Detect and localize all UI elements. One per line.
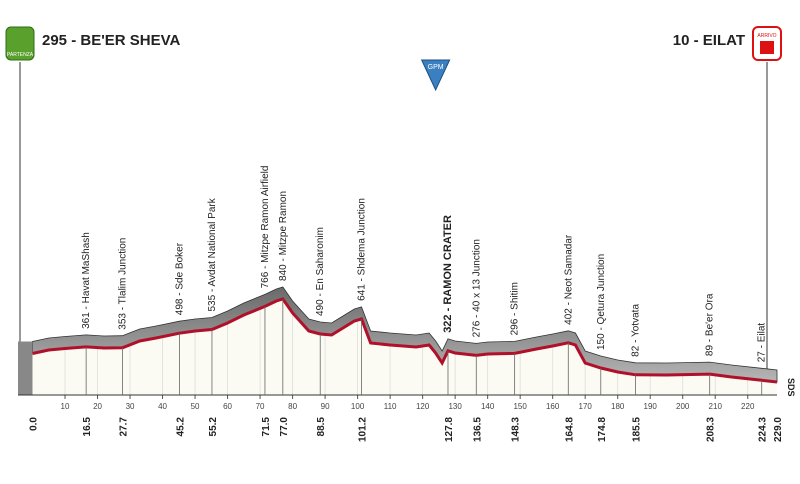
waypoint-km: 71.5 xyxy=(261,417,272,437)
waypoint-km: 164.8 xyxy=(564,417,575,442)
x-tick-label: 70 xyxy=(256,402,265,411)
waypoint-km: 136.5 xyxy=(472,417,483,442)
waypoint-km: 27.7 xyxy=(119,417,130,437)
waypoint-km: 45.2 xyxy=(175,417,186,437)
waypoint-label: 641 - Shdema Junction xyxy=(357,198,368,301)
x-tick-label: 180 xyxy=(611,402,625,411)
waypoint-km: 185.5 xyxy=(632,417,643,442)
x-tick-label: 110 xyxy=(384,402,397,411)
waypoint-km: 16.5 xyxy=(82,417,93,437)
waypoint-label: 535 - Avdat National Park xyxy=(207,197,218,311)
waypoint-km: 55.2 xyxy=(208,417,219,437)
waypoint-label: 353 - Tlalim Junction xyxy=(118,238,129,330)
gpm-marker xyxy=(420,59,451,92)
x-tick-label: 100 xyxy=(351,402,365,411)
waypoint-label: 361 - Havat MaShash xyxy=(81,232,92,329)
x-tick-label: 160 xyxy=(546,402,560,411)
x-tick-label: 210 xyxy=(709,402,723,411)
x-tick-label: 190 xyxy=(644,402,658,411)
waypoint-label: 27 - Eilat xyxy=(757,323,768,363)
waypoint-km: 224.3 xyxy=(758,417,769,442)
x-tick-label: 50 xyxy=(191,402,200,411)
waypoint-label: 322 - RAMON CRATER xyxy=(442,215,454,333)
x-tick-label: 140 xyxy=(481,402,495,411)
x-tick-label: 150 xyxy=(513,402,527,411)
x-tick-label: 220 xyxy=(741,402,755,411)
sponsor: SDS xyxy=(786,378,796,397)
x-tick-label: 170 xyxy=(579,402,593,411)
left-wall xyxy=(18,341,33,395)
waypoint-label: 402 - Neot Samadar xyxy=(563,234,574,325)
waypoint-label: 490 - En Saharonim xyxy=(315,227,326,316)
waypoint-km: 174.8 xyxy=(597,417,608,442)
waypoint-km: 101.2 xyxy=(358,417,369,442)
endpoint-km: 229.0 xyxy=(773,417,784,442)
waypoint-label: 89 - Be'er Ora xyxy=(705,293,716,356)
x-tick-label: 90 xyxy=(321,402,330,411)
x-tick-label: 130 xyxy=(448,402,462,411)
waypoint-km: 148.3 xyxy=(511,417,522,442)
waypoint-label: 296 - Shitim xyxy=(510,282,521,335)
x-tick-label: 200 xyxy=(676,402,690,411)
x-tick-label: 20 xyxy=(93,402,102,411)
x-tick-label: 80 xyxy=(288,402,297,411)
waypoint-km: 88.5 xyxy=(316,417,327,437)
x-tick-label: 120 xyxy=(416,402,430,411)
start-badge xyxy=(5,26,35,61)
profile-line xyxy=(32,297,778,384)
waypoint-km: 77.0 xyxy=(279,417,290,437)
waypoint-label: 766 - Mitzpe Ramon Airfield xyxy=(260,166,271,289)
endpoint-km: 0.0 xyxy=(29,417,40,431)
x-tick-label: 40 xyxy=(158,402,167,411)
waypoint-km: 127.8 xyxy=(444,417,455,442)
start-badge-text: PARTENZA xyxy=(7,52,34,58)
finish-badge-icon xyxy=(760,41,774,54)
x-tick-label: 60 xyxy=(223,402,232,411)
start-label: 295 - BE'ER SHEVA xyxy=(42,32,181,49)
waypoint-label: 150 - Qetura Junction xyxy=(596,254,607,350)
finish-label: 10 - EILAT xyxy=(673,32,745,49)
waypoint-label: 840 - Mitzpe Ramon xyxy=(278,191,289,281)
x-tick-label: 30 xyxy=(126,402,135,411)
waypoint-label: 276 - 40 x 13 Junction xyxy=(471,239,482,337)
waypoint-km: 208.3 xyxy=(706,417,717,442)
x-tick-label: 10 xyxy=(61,402,70,411)
waypoint-label: 498 - Sde Boker xyxy=(174,242,185,315)
gpm-label: GPM xyxy=(428,64,444,71)
finish-badge-text: ARRIVO xyxy=(757,33,776,39)
waypoint-label: 82 - Yotvata xyxy=(631,304,642,357)
